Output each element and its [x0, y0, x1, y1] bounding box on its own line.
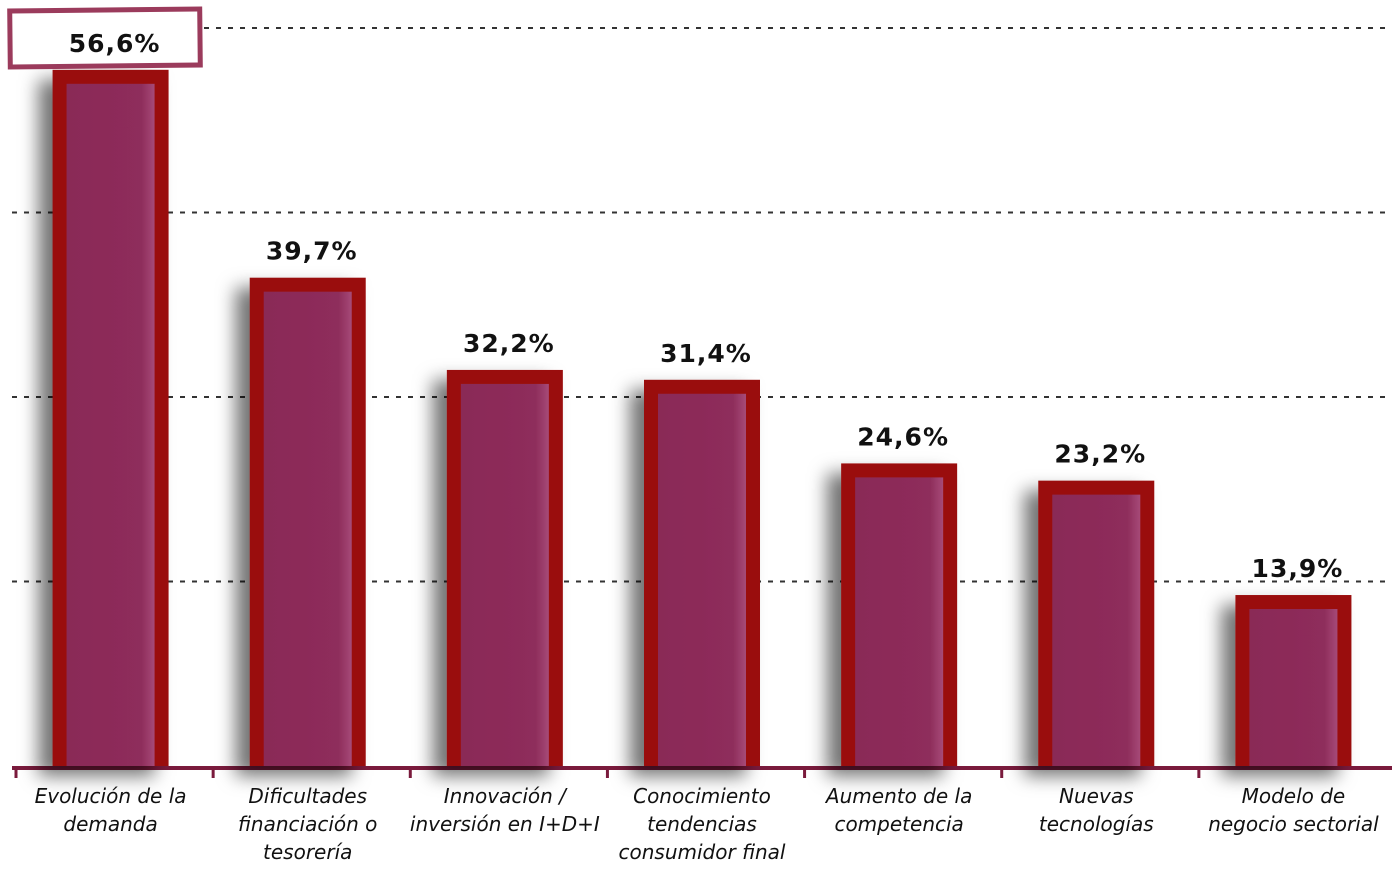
bar	[249, 277, 366, 766]
bar	[644, 379, 760, 766]
x-tick-label: Dificultades financiación o tesorería	[238, 784, 378, 864]
x-tick-label: Nuevas tecnologías	[1038, 784, 1154, 836]
bar-fill	[1249, 609, 1338, 766]
bar	[52, 69, 169, 766]
x-tick-label: Conocimiento tendencias consumidor final	[618, 784, 786, 864]
x-tick-label: Evolución de la demanda	[34, 784, 187, 836]
value-label: 56,6%	[69, 29, 161, 58]
value-label: 24,6%	[857, 422, 949, 451]
bar-fill	[855, 477, 944, 766]
x-tick-label: Modelo de negocio sectorial	[1208, 784, 1379, 836]
x-tick-label: Innovación / inversión en I+D+I	[409, 784, 600, 836]
bar	[841, 463, 958, 766]
bar-fill	[658, 393, 746, 766]
value-label: 23,2%	[1054, 440, 1146, 469]
value-label: 39,7%	[266, 237, 358, 266]
bar	[446, 369, 563, 766]
x-tick-label: Aumento de la competencia	[825, 784, 973, 836]
bar-fill	[66, 83, 155, 766]
value-label: 31,4%	[660, 339, 752, 368]
bar	[1235, 595, 1352, 766]
bar	[1038, 480, 1155, 766]
value-label: 32,2%	[463, 329, 555, 358]
value-label: 13,9%	[1252, 554, 1344, 583]
bar-fill	[460, 383, 549, 766]
bar-fill	[263, 291, 352, 766]
bar-fill	[1052, 494, 1141, 766]
highlight-frame	[7, 6, 203, 70]
